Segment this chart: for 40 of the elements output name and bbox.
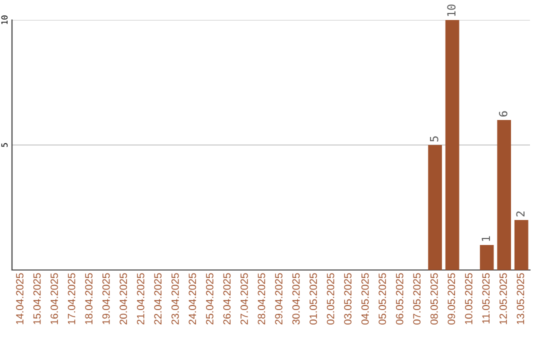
x-tick-label: 15.04.2025 [33,273,41,324]
data-label: 5 [430,136,438,142]
x-tick-label: 09.05.2025 [448,273,456,324]
x-tick-label: 21.04.2025 [136,273,144,324]
x-tick-label: 28.04.2025 [258,273,266,324]
data-label: 10 [447,4,456,16]
x-tick-label: 07.05.2025 [413,273,421,324]
data-label: 1 [482,236,490,241]
x-tick-label: 18.04.2025 [85,273,92,324]
x-tick-label: 05.05.2025 [378,273,386,324]
x-tick-label: 23.04.2025 [171,273,179,324]
x-tick-label: 17.04.2025 [68,273,76,324]
data-label: 6 [498,111,508,116]
x-tick-label: 11.05.2025 [482,273,490,324]
x-tick-label: 16.04.2025 [50,273,58,324]
x-tick-label: 25.04.2025 [206,273,214,324]
data-label: 2 [516,211,524,216]
bar [514,220,528,270]
x-tick-label: 04.05.2025 [361,273,369,324]
x-tick-label: 13.05.2025 [516,273,524,324]
x-tick-label: 30.04.2025 [292,273,300,325]
bar [428,145,442,270]
x-tick-label: 06.05.2025 [396,273,404,324]
x-tick-label: 03.05.2025 [344,273,352,324]
bar [497,120,512,270]
x-tick-label: 20.04.2025 [120,273,128,324]
x-tick-label: 22.04.2025 [154,273,162,324]
x-tick-label: 14.04.2025 [16,273,24,324]
bar [480,245,494,270]
x-tick-label: 27.04.2025 [240,273,248,324]
x-tick-label: 10.05.2025 [464,273,472,324]
bar [445,20,460,270]
x-tick-label: 26.04.2025 [223,273,231,324]
x-tick-label: 12.05.2025 [500,273,507,324]
x-tick-label: 08.05.2025 [430,273,438,324]
x-tick-label: 29.04.2025 [275,273,282,324]
x-tick-label: 01.05.2025 [310,273,317,324]
x-tick-label: 19.04.2025 [102,273,110,324]
x-tick-label: 02.05.2025 [326,273,334,324]
x-tick-label: 24.04.2025 [188,273,196,324]
